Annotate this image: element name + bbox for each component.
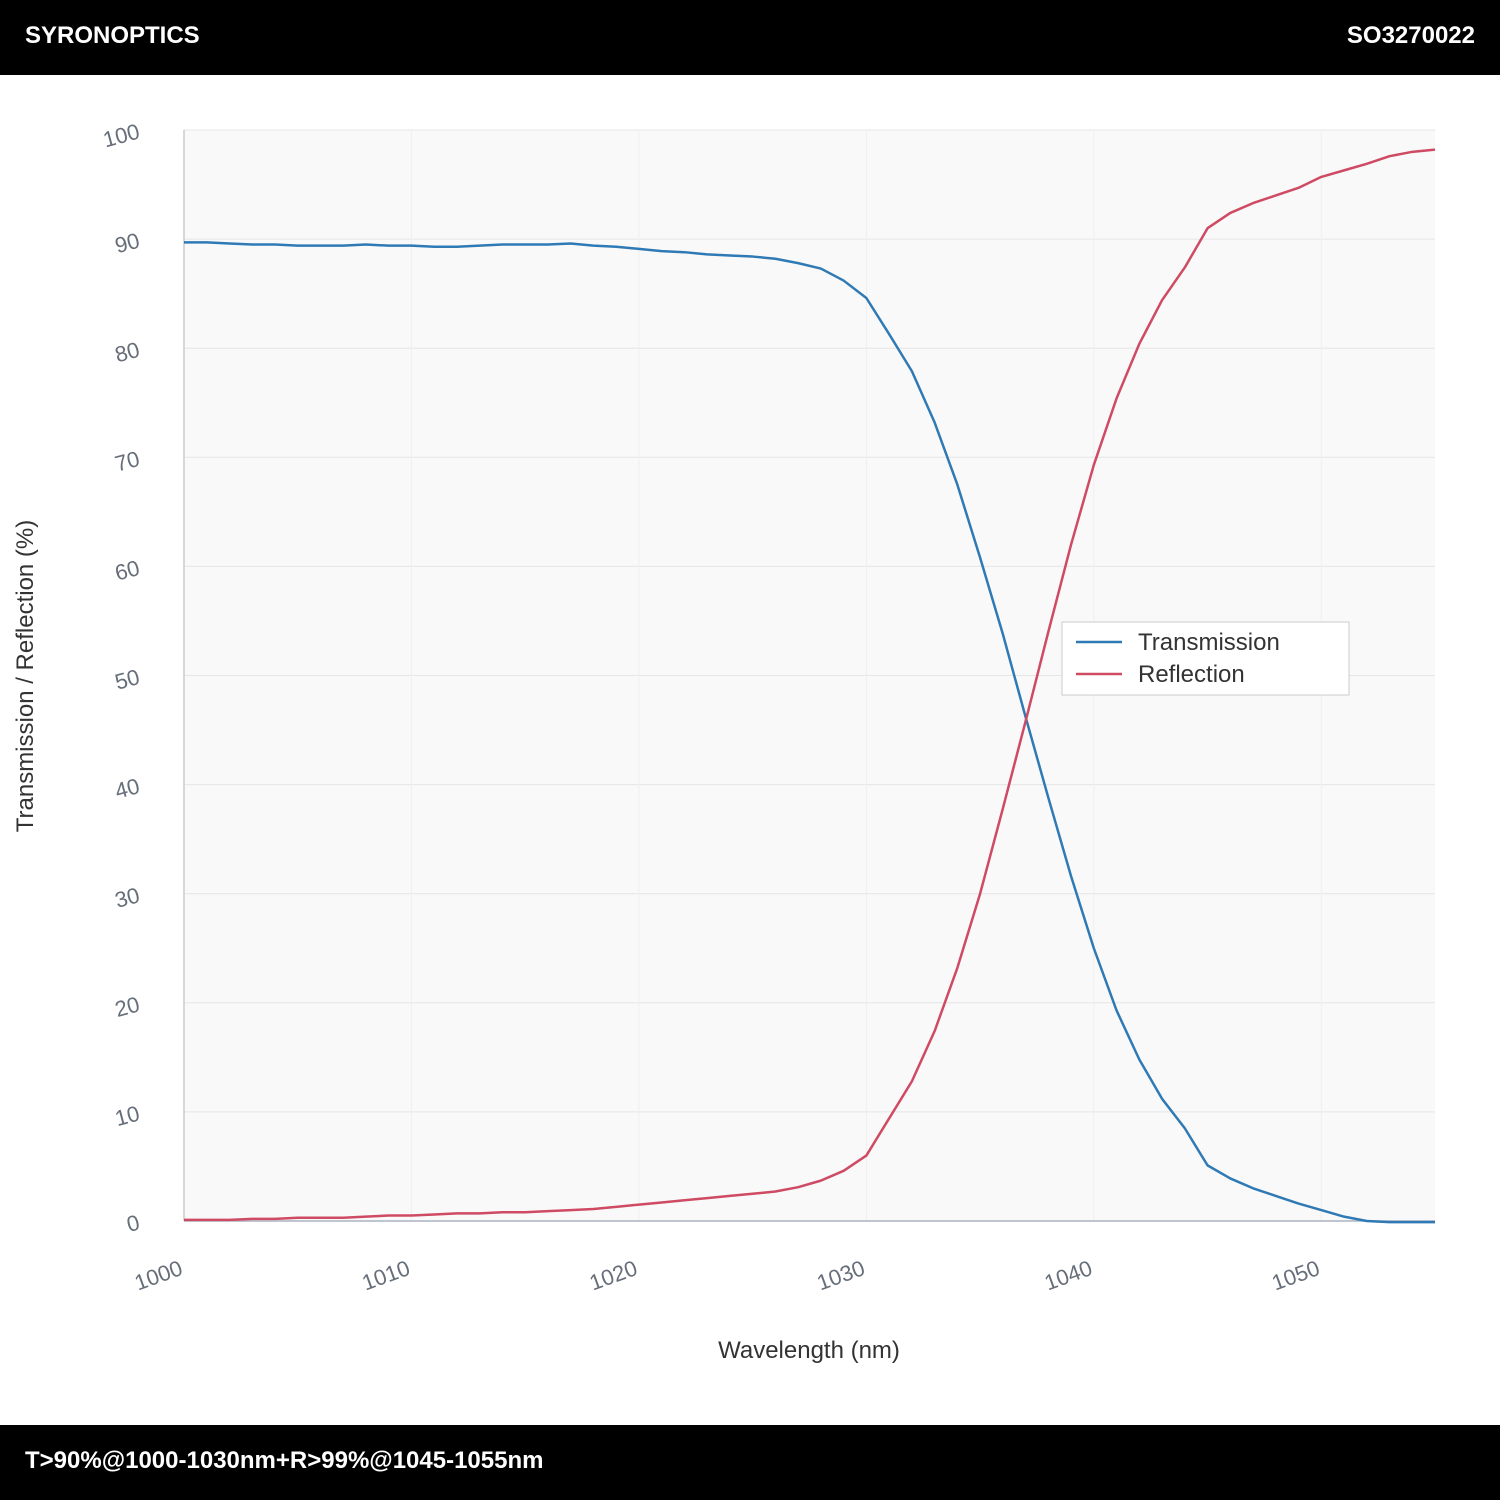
legend-label: Reflection — [1138, 661, 1245, 688]
footer-text: T>90%@1000-1030nm+R>99%@1045-1055nm — [25, 1447, 544, 1474]
y-tick-label: 70 — [112, 446, 142, 476]
legend-box — [1061, 621, 1350, 696]
x-axis-label: Wavelength (nm) — [718, 1337, 900, 1364]
y-tick-label: 80 — [112, 337, 142, 367]
x-tick-label: 1020 — [586, 1255, 641, 1295]
y-tick-label: 50 — [112, 664, 142, 694]
y-tick-label: 100 — [100, 119, 142, 153]
x-tick-label: 1040 — [1041, 1255, 1096, 1295]
y-tick-label: 40 — [112, 773, 142, 803]
y-tick-label: 20 — [112, 991, 142, 1021]
y-tick-label: 0 — [124, 1210, 142, 1237]
x-tick-label: 1010 — [359, 1255, 414, 1295]
y-tick-label: 30 — [112, 882, 142, 912]
x-tick-label: 1050 — [1268, 1255, 1323, 1295]
y-tick-label: 10 — [112, 1101, 142, 1131]
header: SYRONOPTICS SO3270022 — [0, 0, 1500, 75]
code: SO3270022 — [1346, 22, 1475, 49]
y-tick-label: 60 — [112, 555, 142, 585]
chart: Wavelength (nm) Transmission / Reflectio… — [12, 119, 1436, 1364]
footer: T>90%@1000-1030nm+R>99%@1045-1055nm — [0, 1425, 1500, 1500]
y-axis-label: Transmission / Reflection (%) — [12, 520, 39, 833]
y-tick-label: 90 — [112, 228, 142, 258]
series-line — [184, 148, 1436, 1222]
legend-label: Transmission — [1138, 629, 1280, 656]
brand: SYRONOPTICS — [25, 22, 200, 49]
series-line — [184, 241, 1435, 1224]
x-tick-label: 1000 — [131, 1255, 186, 1295]
x-tick-label: 1030 — [814, 1255, 869, 1295]
